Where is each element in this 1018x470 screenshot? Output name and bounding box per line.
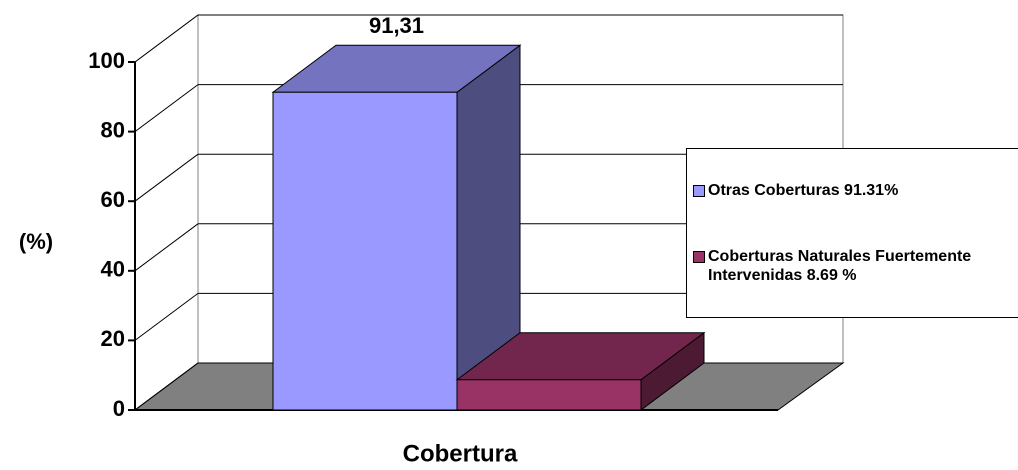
y-tick-label: 20	[101, 326, 125, 351]
grid-line	[134, 362, 199, 411]
legend-swatch	[693, 184, 705, 197]
bar	[272, 91, 458, 411]
y-axis-title: (%)	[19, 229, 53, 254]
y-tick-label: 100	[88, 48, 125, 73]
bar	[456, 379, 642, 411]
legend-label: Otras Coberturas 91.31%	[708, 181, 899, 199]
side-wall	[134, 14, 199, 411]
legend-entry: Otras Coberturas 91.31%	[693, 181, 1018, 200]
y-tick-label: 40	[101, 257, 125, 282]
x-axis-title: Cobertura	[403, 440, 518, 467]
data-label: 91,31	[369, 13, 424, 38]
grid-line	[134, 14, 199, 63]
y-tick-label: 80	[101, 117, 125, 142]
legend: Otras Coberturas 91.31% Coberturas Natura…	[686, 148, 1018, 318]
y-tick-label: 60	[101, 187, 125, 212]
grid-line	[134, 84, 199, 133]
grid-line	[134, 223, 199, 272]
legend-swatch	[693, 251, 705, 264]
grid-line	[134, 292, 199, 341]
legend-label: Coberturas Naturales Fuertemente Interve…	[708, 248, 972, 285]
grid-line	[134, 153, 199, 202]
legend-entry: Coberturas Naturales Fuertemente Interve…	[693, 247, 1018, 285]
y-tick-label: 0	[113, 396, 125, 421]
